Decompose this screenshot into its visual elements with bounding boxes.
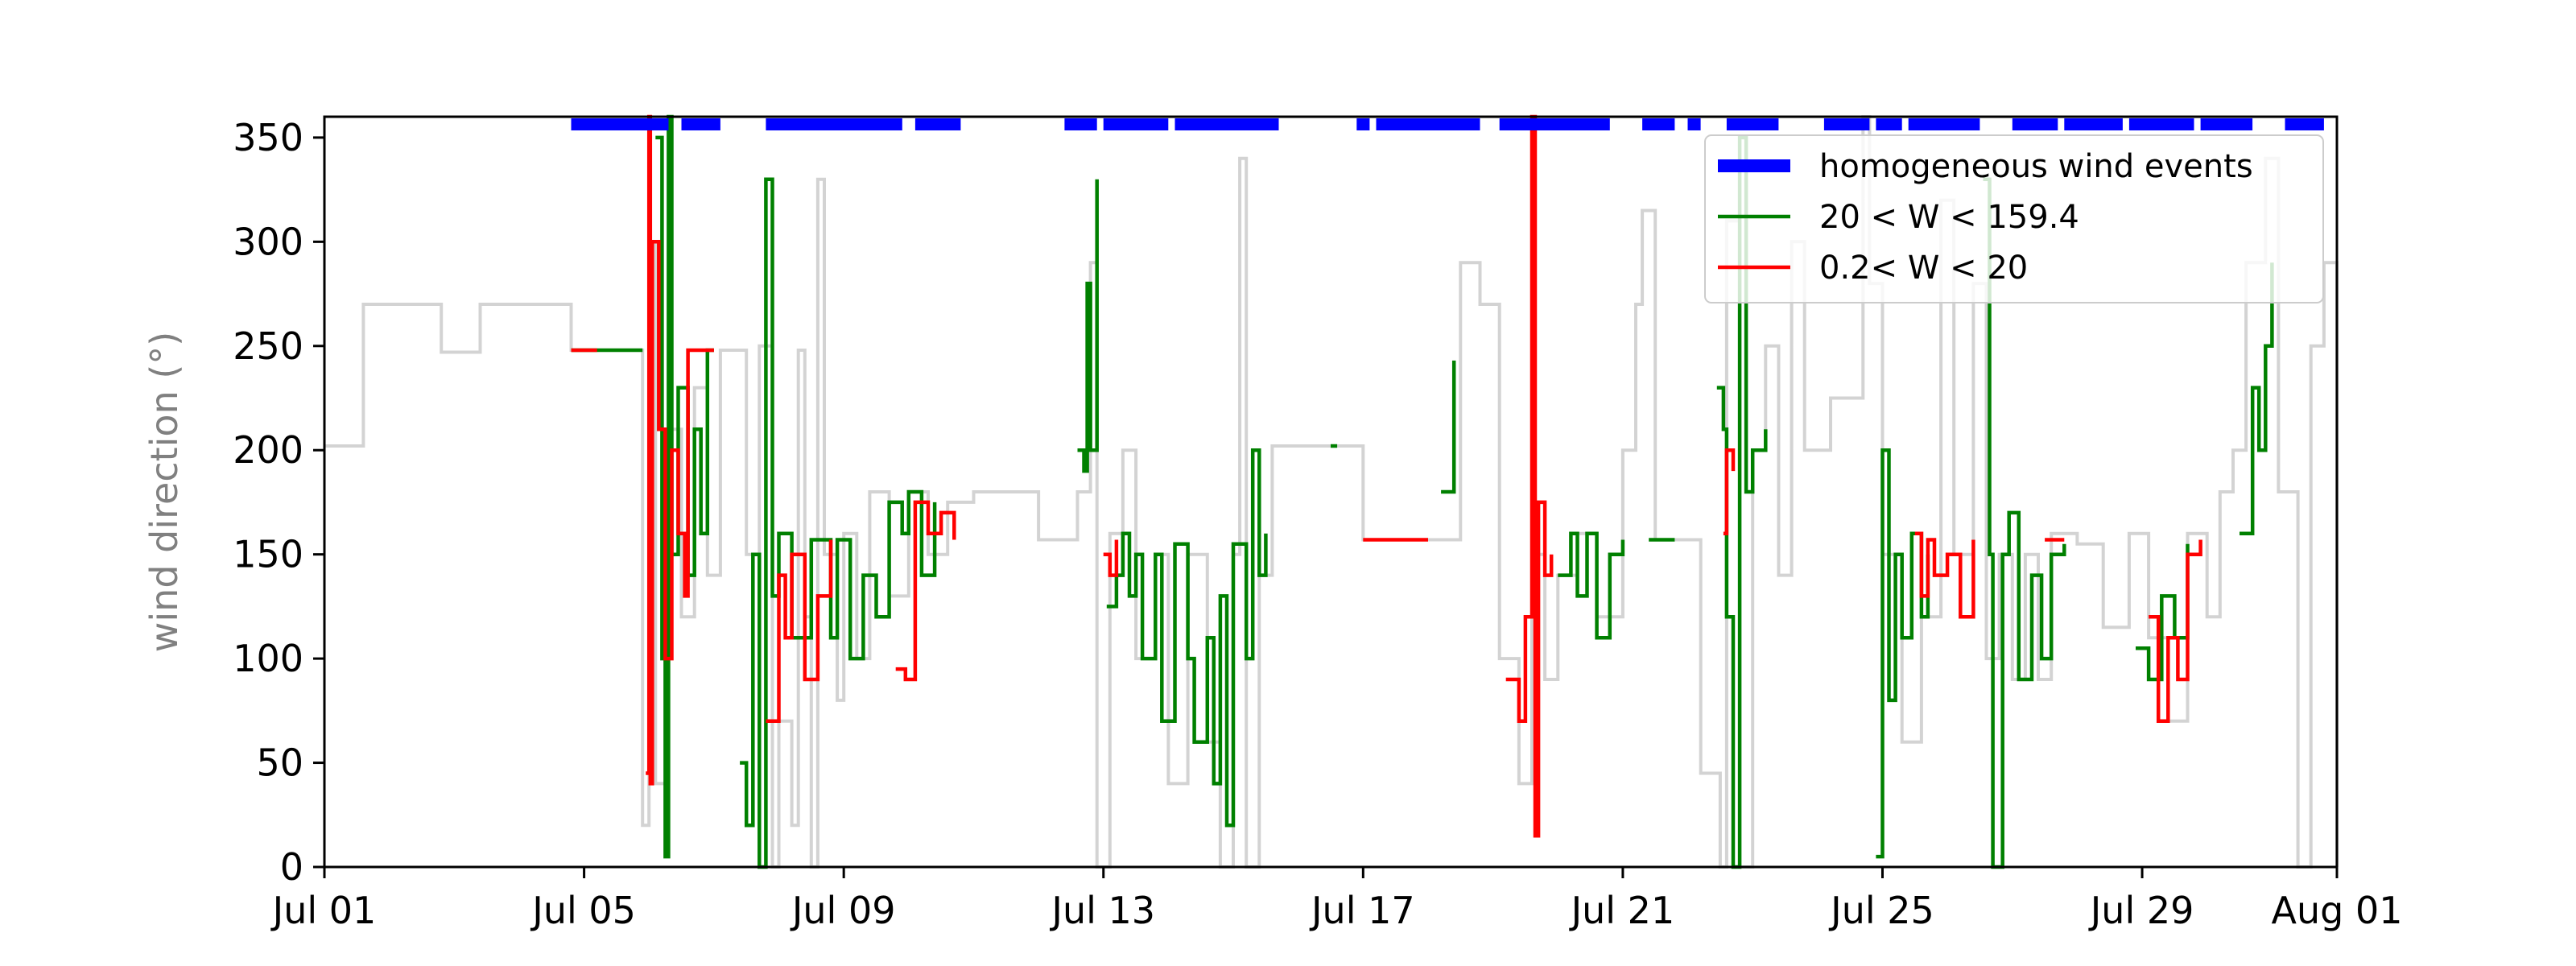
event-bar <box>1174 118 1279 130</box>
series-2-line-2 <box>766 539 833 724</box>
event-bar <box>2064 118 2123 130</box>
series-1-line-6 <box>1441 360 1456 494</box>
legend-label: homogeneous wind events <box>1819 148 2253 185</box>
series-2-line-7 <box>1723 448 1736 536</box>
series-1-line-13 <box>2240 262 2274 536</box>
event-bar <box>1876 118 1902 130</box>
event-bar <box>1356 118 1370 130</box>
x-tick-label: Jul 13 <box>1049 889 1155 932</box>
event-bar <box>2128 118 2194 130</box>
series-1-line-4 <box>1106 448 1268 828</box>
series-2-line-1 <box>646 114 714 786</box>
event-bar <box>1687 118 1701 130</box>
event-bar <box>1376 118 1480 130</box>
y-tick-label: 0 <box>280 845 303 889</box>
event-bar <box>681 118 720 130</box>
event-bar <box>1908 118 1980 130</box>
x-tick-label: Jul 05 <box>530 889 636 932</box>
series-2-line-10 <box>2149 539 2202 724</box>
event-bar <box>766 118 902 130</box>
event-bar <box>2012 118 2058 130</box>
y-tick-label: 250 <box>233 324 303 368</box>
event-bar <box>1726 118 1779 130</box>
axes: Jul 01 Jul 05 Jul 09 Jul 13 Jul 17 Jul 21 Jul … <box>233 116 2402 932</box>
x-tick-label: Jul 09 <box>790 889 896 932</box>
event-bar <box>571 118 669 130</box>
event-bar <box>1499 118 1610 130</box>
homogeneous-events <box>571 118 2324 130</box>
y-tick-label: 100 <box>233 637 303 680</box>
y-tick-label: 50 <box>256 741 303 785</box>
series-1-line-3 <box>1077 179 1099 473</box>
series-1-line-11 <box>1983 177 2066 869</box>
event-bar <box>1103 118 1169 130</box>
event-bar <box>1064 118 1097 130</box>
x-tick-label: Jul 29 <box>2088 889 2194 932</box>
plot-frame <box>323 115 2339 869</box>
series-2-line-3 <box>895 500 956 682</box>
event-bar <box>2200 118 2253 130</box>
x-tick-label: Jul 21 <box>1569 889 1675 932</box>
x-tick-label: Jul 25 <box>1828 889 1934 932</box>
series-0-line-0 <box>324 115 2339 869</box>
x-tick-label: Jul 01 <box>270 889 377 932</box>
y-axis-label: wind direction (°) <box>142 332 186 652</box>
series-1-line-12 <box>2136 543 2190 682</box>
y-tick-label: 300 <box>233 220 303 263</box>
y-tick-label: 200 <box>233 428 303 472</box>
event-bar <box>914 118 961 130</box>
legend-label: 20 < W < 159.4 <box>1819 199 2079 236</box>
x-tick-label: Aug 01 <box>2272 889 2403 932</box>
x-tick-label: Jul 17 <box>1309 889 1415 932</box>
event-bar <box>2285 118 2324 130</box>
legend-label: 0.2< W < 20 <box>1819 250 2028 287</box>
legend-box <box>1704 134 2324 303</box>
series-1-line-7 <box>1558 531 1625 640</box>
y-tick-label: 150 <box>233 533 303 576</box>
legend: homogeneous wind events 20 < W < 159.4 0.2… <box>1704 134 2324 303</box>
series-0 <box>324 115 2339 869</box>
event-bar <box>1823 118 1870 130</box>
series-2-line-4 <box>1103 539 1119 577</box>
y-tick-label: 350 <box>233 116 303 159</box>
event-bar <box>1642 118 1675 130</box>
series-2-line-8 <box>1914 531 1975 619</box>
